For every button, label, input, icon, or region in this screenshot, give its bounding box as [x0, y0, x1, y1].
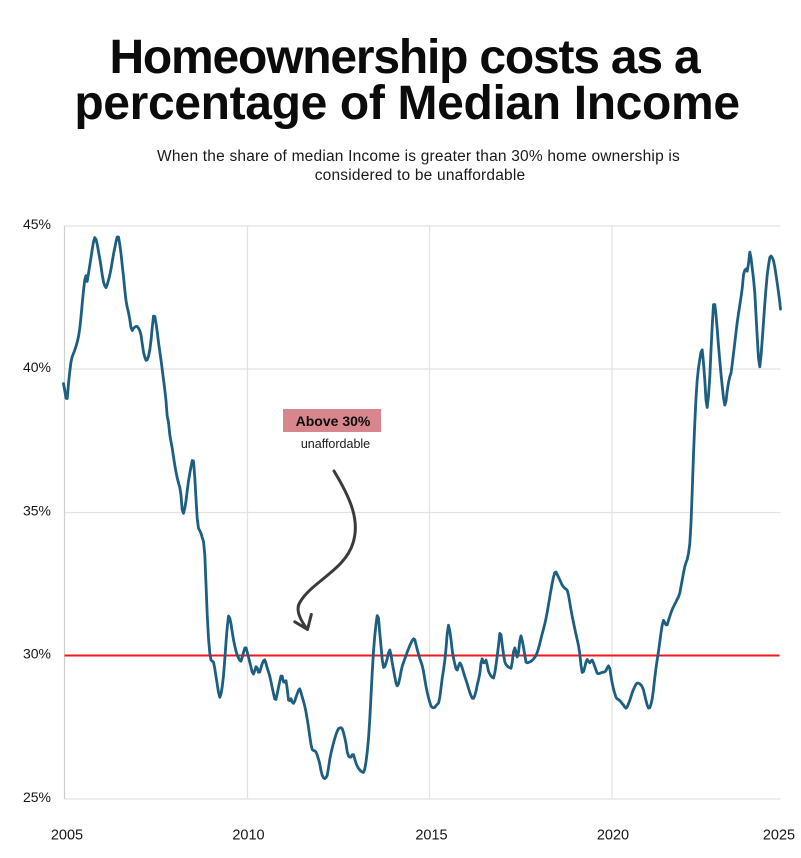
svg-text:2015: 2015: [415, 828, 447, 844]
svg-text:Above 30%: Above 30%: [296, 413, 371, 429]
svg-text:2010: 2010: [232, 828, 264, 844]
svg-text:When the share of median Incom: When the share of median Income is great…: [157, 148, 680, 165]
svg-text:2005: 2005: [51, 828, 83, 844]
svg-text:2020: 2020: [597, 828, 629, 844]
svg-text:45%: 45%: [23, 216, 51, 232]
svg-text:Homeownership costs as a: Homeownership costs as a: [109, 31, 701, 84]
svg-text:considered to be unaffordable: considered to be unaffordable: [315, 167, 526, 184]
svg-text:unaffordable: unaffordable: [301, 437, 370, 451]
svg-text:2025: 2025: [763, 828, 795, 844]
svg-text:25%: 25%: [23, 789, 51, 805]
svg-text:40%: 40%: [23, 359, 51, 375]
svg-text:35%: 35%: [23, 502, 51, 518]
svg-text:30%: 30%: [23, 645, 51, 661]
svg-text:percentage of Median Income: percentage of Median Income: [74, 77, 739, 130]
